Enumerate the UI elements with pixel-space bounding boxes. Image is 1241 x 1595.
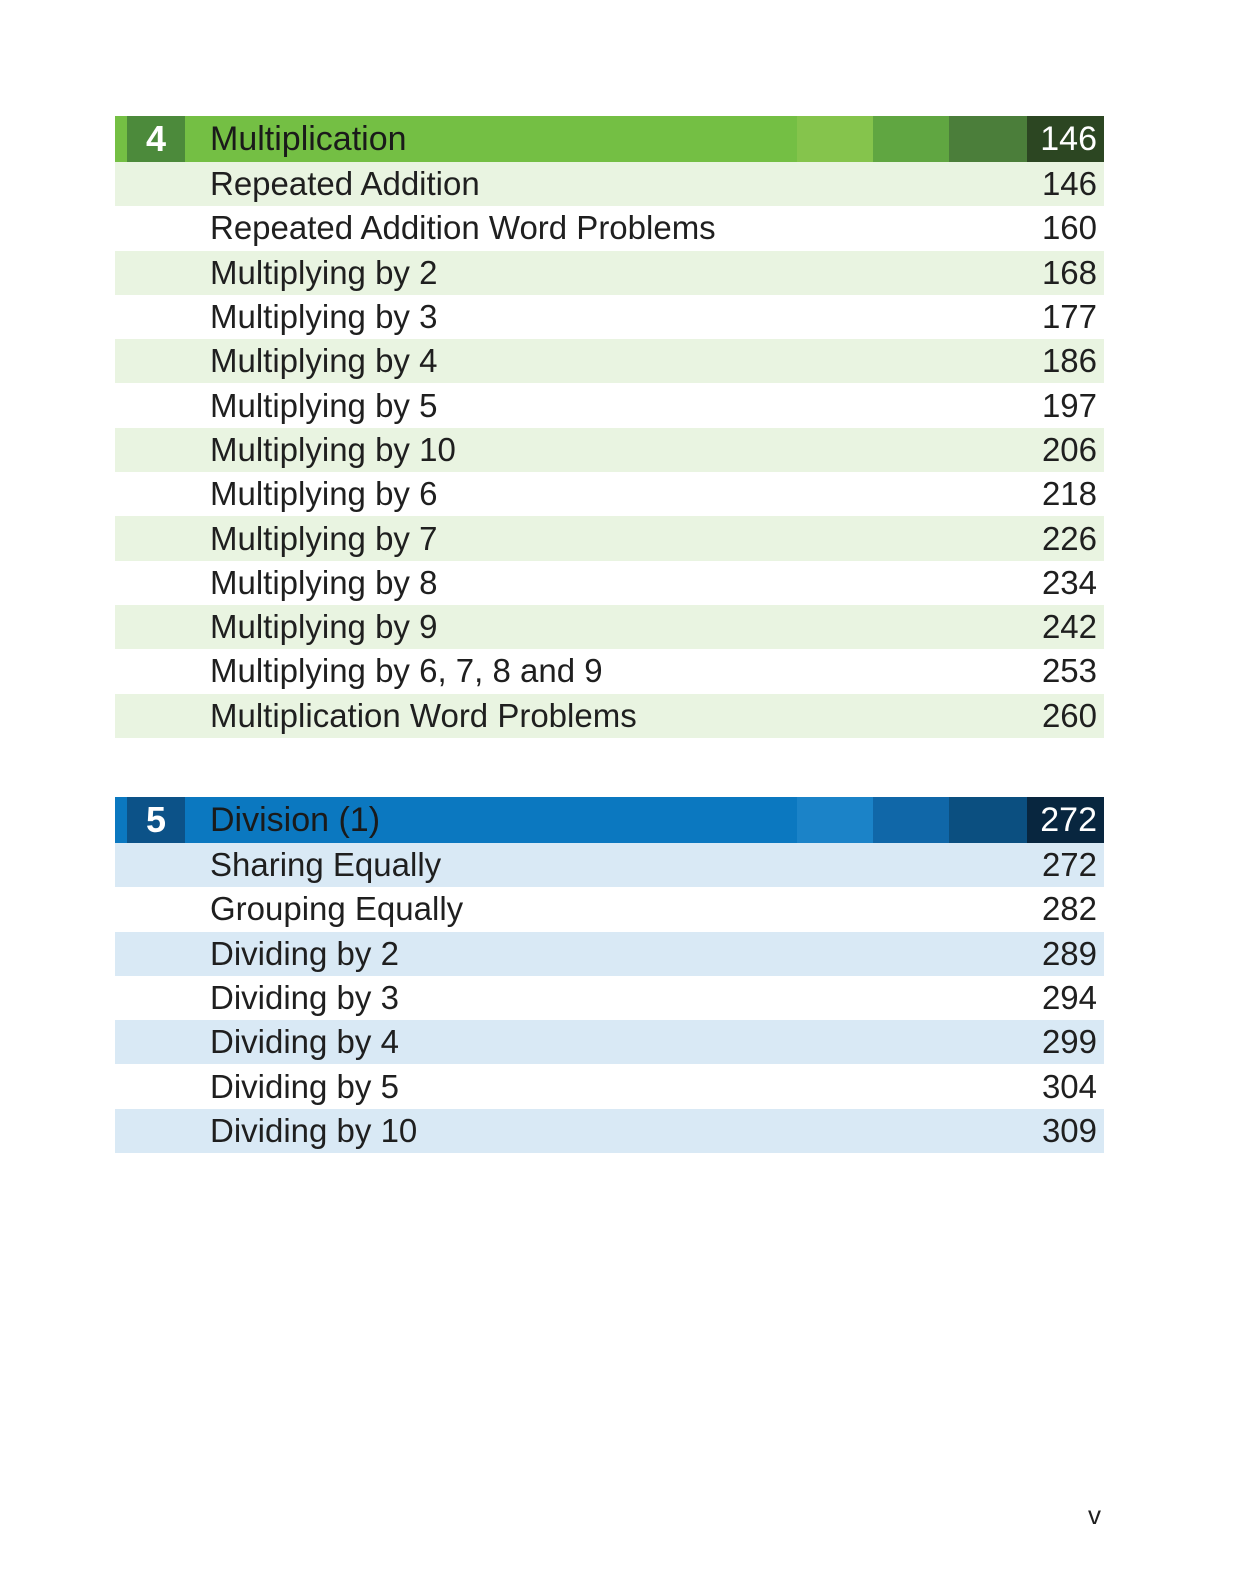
color-band bbox=[949, 797, 1027, 843]
entry-title: Multiplying by 7 bbox=[210, 519, 438, 557]
entry-title: Multiplying by 5 bbox=[210, 386, 438, 424]
entry-page: 218 bbox=[1041, 475, 1097, 513]
toc-entry[interactable]: Dividing by 2 289 bbox=[115, 931, 1104, 976]
entry-title: Multiplying by 6, 7, 8 and 9 bbox=[210, 652, 603, 690]
entry-page: 289 bbox=[1041, 934, 1097, 972]
toc-entry[interactable]: Multiplying by 5 197 bbox=[115, 383, 1104, 427]
entry-page: 253 bbox=[1041, 652, 1097, 690]
entry-title: Multiplying by 9 bbox=[210, 608, 438, 646]
chapter-header[interactable]: 5 Division (1) 272 bbox=[115, 797, 1104, 843]
toc-entry[interactable]: Multiplying by 4 186 bbox=[115, 339, 1104, 384]
entry-page: 272 bbox=[1041, 846, 1097, 884]
entry-page: 242 bbox=[1041, 608, 1097, 646]
entry-title: Grouping Equally bbox=[210, 890, 464, 928]
entry-title: Multiplication Word Problems bbox=[210, 696, 637, 734]
entry-title: Repeated Addition Word Problems bbox=[210, 209, 716, 247]
entry-title: Dividing by 4 bbox=[210, 1023, 399, 1061]
toc-entry[interactable]: Multiplying by 7 226 bbox=[115, 516, 1104, 561]
chapter-page: 272 bbox=[1027, 797, 1104, 843]
color-band bbox=[873, 797, 949, 843]
chapter-page: 146 bbox=[1027, 116, 1104, 162]
color-band bbox=[873, 116, 949, 162]
toc-entry[interactable]: Dividing by 5 304 bbox=[115, 1064, 1104, 1108]
entry-page: 304 bbox=[1041, 1067, 1097, 1105]
entry-page: 186 bbox=[1041, 342, 1097, 380]
entry-page: 294 bbox=[1041, 979, 1097, 1017]
toc-entry[interactable]: Sharing Equally 272 bbox=[115, 843, 1104, 888]
chapter-header[interactable]: 4 Multiplication 146 bbox=[115, 116, 1104, 162]
toc-entry[interactable]: Grouping Equally 282 bbox=[115, 887, 1104, 931]
entry-page: 282 bbox=[1041, 890, 1097, 928]
entry-page: 309 bbox=[1041, 1111, 1097, 1149]
entry-title: Dividing by 3 bbox=[210, 979, 399, 1017]
toc-entry[interactable]: Dividing by 10 309 bbox=[115, 1108, 1104, 1154]
chapter-number: 5 bbox=[127, 797, 185, 843]
toc-entry[interactable]: Repeated Addition 146 bbox=[115, 162, 1104, 207]
entry-page: 146 bbox=[1041, 165, 1097, 203]
page-number: v bbox=[1088, 1500, 1101, 1530]
chapter-4: 4 Multiplication 146 Repeated Addition 1… bbox=[115, 116, 1104, 738]
toc-entry[interactable]: Multiplying by 3 177 bbox=[115, 295, 1104, 339]
entry-page: 299 bbox=[1041, 1023, 1097, 1061]
color-band bbox=[949, 116, 1027, 162]
entry-page: 197 bbox=[1041, 386, 1097, 424]
entry-title: Dividing by 2 bbox=[210, 934, 399, 972]
color-band bbox=[797, 116, 873, 162]
toc-entry[interactable]: Multiplying by 8 234 bbox=[115, 561, 1104, 605]
chapter-title: Division (1) bbox=[210, 800, 381, 839]
entry-title: Dividing by 5 bbox=[210, 1067, 399, 1105]
entry-title: Multiplying by 8 bbox=[210, 563, 438, 601]
entry-title: Multiplying by 10 bbox=[210, 430, 456, 468]
toc-entry[interactable]: Multiplying by 9 242 bbox=[115, 604, 1104, 650]
entry-title: Sharing Equally bbox=[210, 846, 442, 884]
entry-page: 260 bbox=[1041, 696, 1097, 734]
entry-page: 206 bbox=[1041, 430, 1097, 468]
entry-title: Multiplying by 3 bbox=[210, 298, 438, 336]
toc-entry[interactable]: Dividing by 4 299 bbox=[115, 1020, 1104, 1065]
toc-entry[interactable]: Multiplying by 10 206 bbox=[115, 427, 1104, 473]
chapter-5: 5 Division (1) 272 Sharing Equally 272 G… bbox=[115, 797, 1104, 1154]
toc-entry[interactable]: Dividing by 3 294 bbox=[115, 976, 1104, 1020]
color-band bbox=[797, 797, 873, 843]
chapter-number: 4 bbox=[127, 116, 185, 162]
entry-title: Dividing by 10 bbox=[210, 1111, 418, 1149]
toc-entry[interactable]: Multiplying by 2 168 bbox=[115, 250, 1104, 295]
entry-title: Multiplying by 6 bbox=[210, 475, 438, 513]
entry-page: 160 bbox=[1041, 209, 1097, 247]
entry-page: 168 bbox=[1041, 253, 1097, 291]
toc-entry[interactable]: Multiplication Word Problems 260 bbox=[115, 693, 1104, 738]
entry-title: Multiplying by 4 bbox=[210, 342, 438, 380]
chapter-title: Multiplication bbox=[210, 119, 407, 158]
entry-title: Repeated Addition bbox=[210, 165, 480, 203]
entry-title: Multiplying by 2 bbox=[210, 253, 438, 291]
toc-entry[interactable]: Repeated Addition Word Problems 160 bbox=[115, 206, 1104, 250]
entry-page: 177 bbox=[1041, 298, 1097, 336]
entry-page: 226 bbox=[1041, 519, 1097, 557]
toc-entry[interactable]: Multiplying by 6, 7, 8 and 9 253 bbox=[115, 649, 1104, 693]
entry-page: 234 bbox=[1041, 563, 1097, 601]
toc-entry[interactable]: Multiplying by 6 218 bbox=[115, 472, 1104, 516]
